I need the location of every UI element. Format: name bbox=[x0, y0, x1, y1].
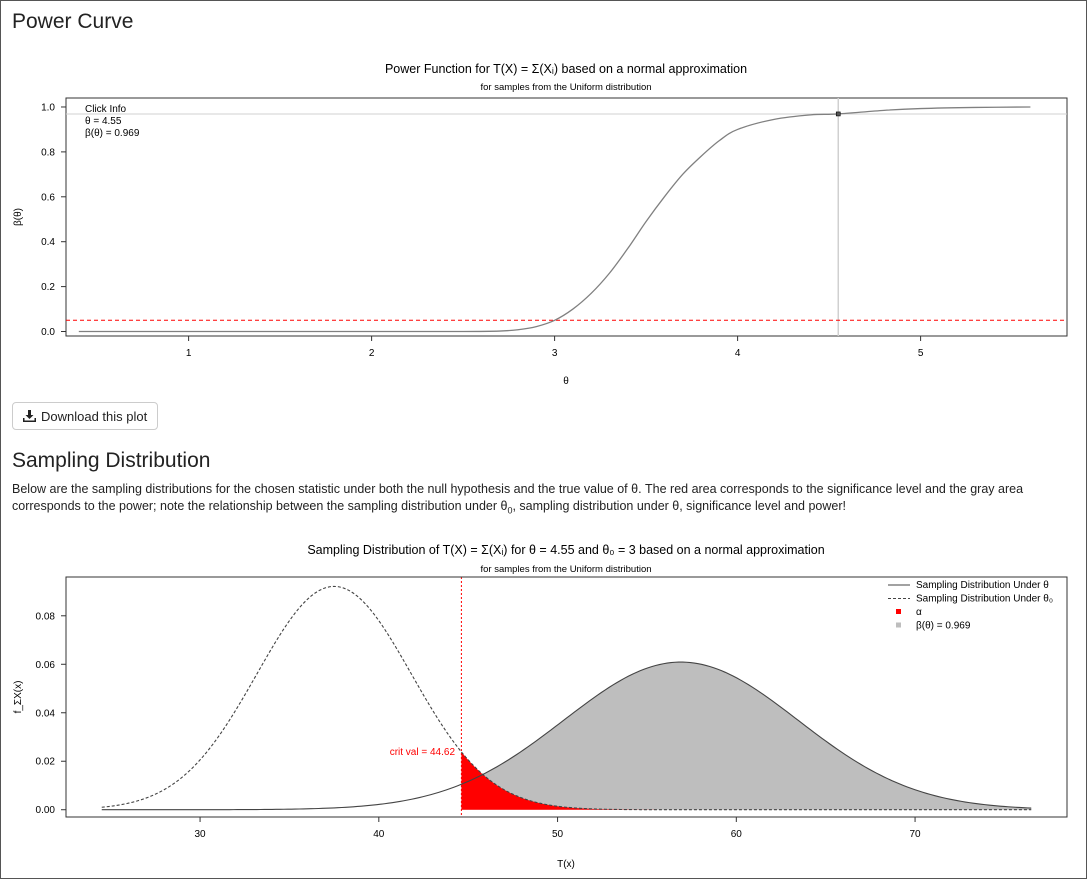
x-tick-label: 4 bbox=[735, 348, 741, 359]
chart-subtitle: for samples from the Uniform distributio… bbox=[480, 82, 651, 93]
y-tick-label: 0.08 bbox=[36, 611, 56, 622]
y-tick-label: 0.02 bbox=[36, 757, 56, 768]
y-tick-label: 0.04 bbox=[36, 708, 56, 719]
x-tick-label: 70 bbox=[910, 829, 922, 840]
x-tick-label: 40 bbox=[373, 829, 385, 840]
crit-val-label: crit val = 44.62 bbox=[390, 747, 456, 758]
description-subscript: 0 bbox=[507, 505, 513, 516]
legend-label: α bbox=[916, 607, 922, 618]
y-tick-label: 0.06 bbox=[36, 660, 56, 671]
legend-label: Sampling Distribution Under θ₀ bbox=[916, 594, 1053, 605]
legend-alpha-swatch bbox=[896, 609, 901, 614]
power-curve-chart[interactable]: Power Function for T(X) = Σ(Xᵢ) based on… bbox=[0, 55, 1087, 395]
y-tick-label: 0.8 bbox=[41, 147, 55, 158]
download-button-label: Download this plot bbox=[41, 408, 148, 424]
click-info-theta: θ = 4.55 bbox=[85, 116, 122, 127]
plot-area bbox=[65, 97, 1068, 337]
sampling-distribution-chart[interactable]: Sampling Distribution of T(X) = Σ(Xᵢ) fo… bbox=[0, 537, 1087, 875]
y-axis-label: β(θ) bbox=[13, 208, 24, 226]
y-tick-label: 1.0 bbox=[41, 102, 55, 113]
click-info-heading: Click Info bbox=[85, 104, 127, 115]
legend-label: β(θ) = 0.969 bbox=[916, 621, 971, 632]
power-area bbox=[461, 662, 1032, 810]
alpha-area bbox=[461, 751, 1032, 810]
y-tick-label: 0.00 bbox=[36, 805, 56, 816]
x-tick-label: 5 bbox=[918, 348, 924, 359]
sampling-distribution-heading: Sampling Distribution bbox=[12, 449, 211, 472]
power-curve-heading: Power Curve bbox=[12, 10, 134, 33]
click-point-marker bbox=[835, 111, 841, 117]
x-tick-label: 1 bbox=[186, 348, 192, 359]
alt-distribution-curve bbox=[101, 661, 1032, 811]
y-tick-label: 0.2 bbox=[41, 282, 55, 293]
download-icon bbox=[23, 410, 36, 422]
x-tick-label: 60 bbox=[731, 829, 743, 840]
power-curve-line bbox=[78, 106, 1031, 333]
click-info-beta: β(θ) = 0.969 bbox=[85, 128, 140, 139]
x-axis-label: θ bbox=[563, 376, 569, 387]
chart-subtitle: for samples from the Uniform distributio… bbox=[480, 564, 651, 575]
sampling-description: Below are the sampling distributions for… bbox=[12, 481, 1072, 520]
y-axis-label: f_ΣX(x) bbox=[13, 681, 24, 714]
description-part-b: , sampling distribution under θ, signifi… bbox=[512, 499, 846, 513]
y-tick-label: 0.0 bbox=[41, 327, 55, 338]
y-tick-label: 0.4 bbox=[41, 237, 55, 248]
x-tick-label: 3 bbox=[552, 348, 558, 359]
null-distribution-curve bbox=[101, 585, 1032, 811]
x-tick-label: 30 bbox=[195, 829, 207, 840]
x-axis-label: T(x) bbox=[557, 859, 575, 870]
chart-title: Sampling Distribution of T(X) = Σ(Xᵢ) fo… bbox=[307, 543, 824, 557]
legend-label: Sampling Distribution Under θ bbox=[916, 580, 1049, 591]
plot-area bbox=[65, 576, 1068, 818]
chart-title: Power Function for T(X) = Σ(Xᵢ) based on… bbox=[385, 62, 747, 76]
description-part-a: Below are the sampling distributions for… bbox=[12, 482, 1024, 513]
y-tick-label: 0.6 bbox=[41, 192, 55, 203]
x-tick-label: 2 bbox=[369, 348, 375, 359]
download-plot-button[interactable]: Download this plot bbox=[12, 402, 159, 430]
legend-power-swatch bbox=[896, 622, 901, 628]
x-tick-label: 50 bbox=[552, 829, 564, 840]
